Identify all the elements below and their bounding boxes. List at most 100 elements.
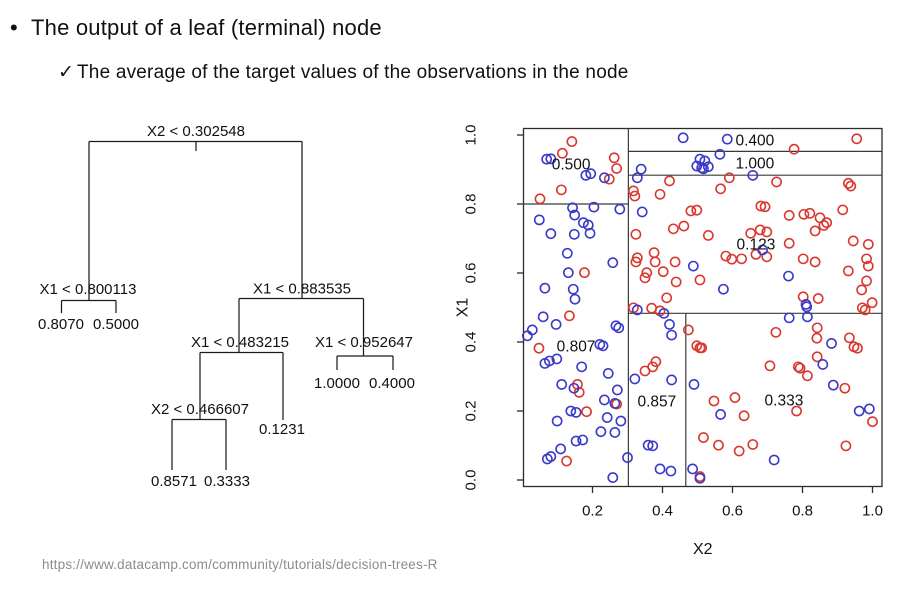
data-point-blue [768,454,780,466]
data-point-blue [664,319,675,330]
data-point-blue [602,367,614,379]
data-point-red [694,274,706,286]
data-point-red [842,177,854,189]
data-point-blue [647,440,659,452]
data-point-red [770,326,782,338]
data-point-blue [611,384,623,396]
data-point-red [788,143,800,155]
data-point-red [783,237,795,249]
data-point-red [845,180,857,192]
data-point-blue [636,206,648,218]
data-point-blue [694,472,706,484]
data-point-red [611,163,623,174]
data-point-blue [666,374,677,386]
data-point-red [783,209,795,221]
data-point-blue [580,169,592,181]
data-point-blue [658,307,670,319]
tree-node-label: X1 < 0.952647 [315,334,413,351]
data-point-red [720,250,732,262]
data-point-red [792,361,804,373]
data-point-red [859,304,871,316]
data-point-red [856,284,868,296]
data-point-red [794,362,806,374]
data-point-red [861,253,872,265]
data-point-red [564,310,575,322]
region-mean-label: 0.333 [765,392,804,409]
data-point-red [847,235,859,247]
data-point-blue [714,148,726,160]
data-point-blue [691,160,703,172]
bullet-icon: • [10,15,18,40]
data-point-red [844,332,855,344]
tree-node-label: X2 < 0.302548 [147,123,245,140]
data-point-red [812,293,824,304]
data-point-blue [550,319,562,330]
data-point-blue [702,161,714,173]
data-point-blue [721,133,733,145]
data-point-blue [595,426,607,438]
data-point-blue [622,452,633,463]
data-point-blue [817,359,829,370]
data-point-red [579,267,590,279]
data-point-blue [537,311,549,323]
y-axis-label: X1 [455,298,472,318]
data-point-blue [826,337,837,349]
data-point-red [639,272,651,284]
data-point-blue [599,172,610,184]
data-point-blue [561,247,573,259]
data-point-red [683,324,694,336]
data-point-blue [597,340,609,352]
tree-node-label: 0.8070 [38,316,84,333]
data-point-blue [607,472,619,483]
data-point-red [861,275,872,287]
y-tick-label: 0.8 [462,194,479,215]
data-point-red [811,322,823,334]
data-point-red [713,439,724,451]
data-point-blue [677,132,689,144]
data-point-blue [565,405,577,417]
tree-node-label: X1 < 0.800113 [40,281,137,298]
data-point-red [791,405,802,417]
tree-node-label: X1 < 0.883535 [253,281,351,298]
region-mean-label: 0.123 [737,236,776,253]
data-point-blue [551,353,563,365]
data-point-red [842,265,854,277]
data-point-red [650,356,662,368]
data-point-blue [562,267,574,279]
data-point-red [566,136,578,147]
data-point-red [698,432,709,443]
data-point-red [761,226,773,238]
data-point-red [648,247,660,259]
data-point-blue [522,330,533,342]
data-point-red [629,190,641,202]
y-tick-label: 0.4 [462,332,479,353]
x-tick-label: 0.4 [652,503,673,520]
region-mean-label: 0.857 [638,393,677,410]
tree-node-label: 0.5000 [93,316,139,333]
data-point-blue [541,153,553,165]
data-point-red [866,297,878,309]
data-point-blue [609,398,621,409]
data-point-red [561,455,572,467]
data-point-red [745,227,757,239]
data-point-red [661,292,673,304]
data-point-blue [718,283,729,295]
data-point-red [557,147,568,159]
data-point-red [802,370,813,382]
data-point-blue [569,293,581,305]
data-point-blue [802,311,813,323]
data-point-red [630,256,642,268]
checkmark-icon: ✓ [58,62,74,83]
data-point-red [840,440,852,452]
data-point-blue [570,406,582,418]
data-point-red [715,183,726,195]
data-point-blue [568,382,580,394]
data-point-blue [631,304,643,316]
data-point-blue [698,163,709,175]
region-mean-label: 0.807 [557,339,596,356]
data-point-blue [551,415,563,427]
data-point-blue [610,320,622,332]
slide-subtitle: The average of the target values of the … [77,62,629,83]
